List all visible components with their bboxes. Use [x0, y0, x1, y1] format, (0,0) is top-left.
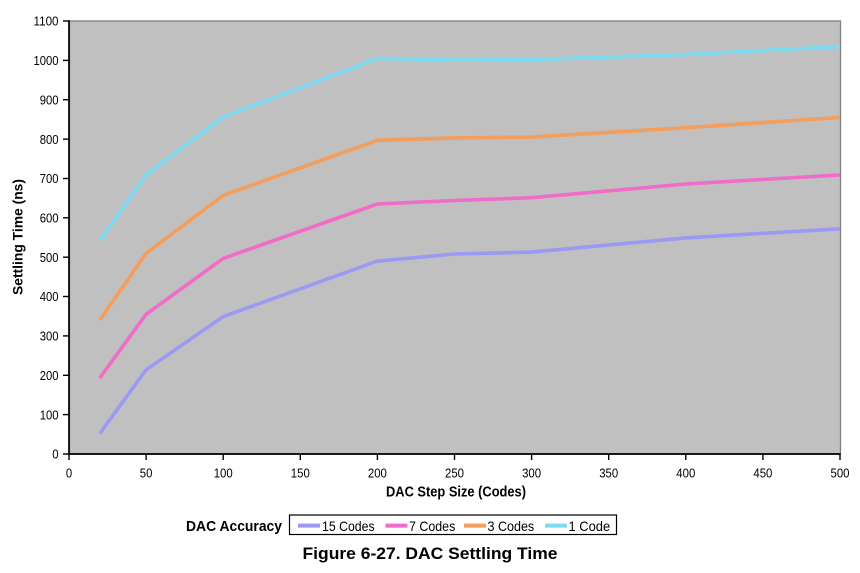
svg-text:200: 200 [368, 466, 387, 481]
svg-text:0: 0 [52, 447, 58, 462]
svg-text:7 Codes: 7 Codes [409, 518, 455, 534]
svg-text:200: 200 [40, 368, 59, 383]
svg-text:DAC Step Size (Codes): DAC Step Size (Codes) [386, 485, 526, 501]
svg-text:1100: 1100 [34, 14, 59, 29]
svg-text:1000: 1000 [34, 53, 59, 68]
svg-text:700: 700 [40, 171, 59, 186]
svg-text:0: 0 [66, 466, 72, 481]
svg-text:100: 100 [214, 466, 233, 481]
svg-text:Figure 6-27. DAC Settling Time: Figure 6-27. DAC Settling Time [303, 544, 558, 563]
svg-text:1 Code: 1 Code [569, 518, 611, 534]
svg-text:50: 50 [140, 466, 153, 481]
svg-text:400: 400 [676, 466, 695, 481]
svg-text:500: 500 [40, 250, 59, 265]
svg-text:500: 500 [831, 466, 850, 481]
svg-text:300: 300 [40, 329, 59, 344]
svg-text:250: 250 [445, 466, 464, 481]
svg-text:300: 300 [522, 466, 541, 481]
svg-text:400: 400 [40, 289, 59, 304]
svg-text:350: 350 [599, 466, 618, 481]
svg-text:800: 800 [40, 132, 59, 147]
svg-text:15 Codes: 15 Codes [322, 518, 375, 534]
svg-text:DAC Accuracy: DAC Accuracy [186, 518, 283, 535]
svg-text:3 Codes: 3 Codes [488, 518, 535, 534]
svg-text:150: 150 [291, 466, 310, 481]
svg-text:600: 600 [40, 211, 59, 226]
svg-text:Settling Time (ns): Settling Time (ns) [10, 179, 26, 295]
svg-text:450: 450 [753, 466, 772, 481]
svg-text:100: 100 [40, 407, 59, 422]
svg-text:900: 900 [40, 92, 59, 107]
